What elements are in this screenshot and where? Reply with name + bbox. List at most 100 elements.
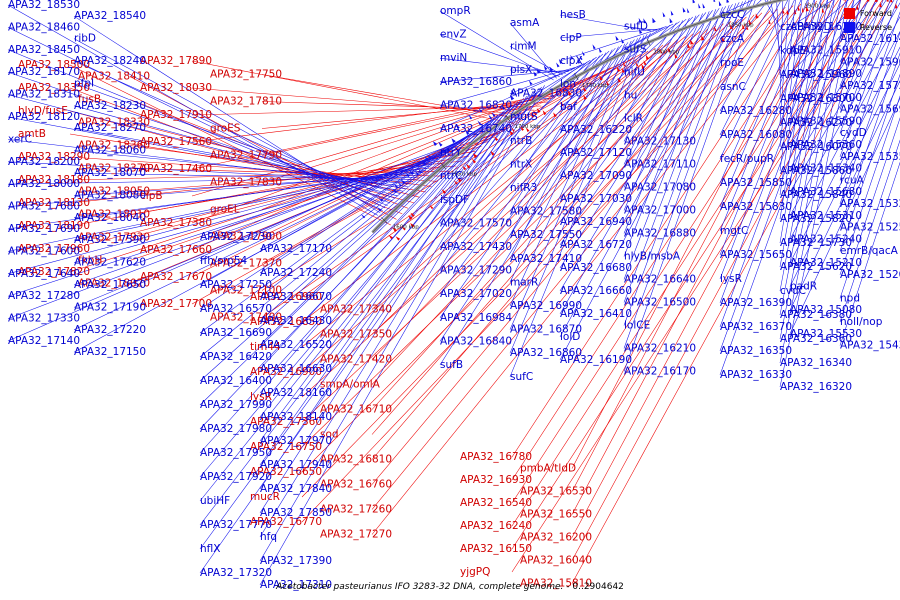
- reverse-gene: [579, 55, 583, 61]
- gene-label: APA32_18070: [74, 167, 146, 179]
- gene-label: npd: [840, 292, 860, 304]
- leader-line: [191, 97, 556, 143]
- leader-line: [199, 137, 467, 262]
- gene-label: APA32_17320: [200, 567, 272, 579]
- gene-label: APA32_17380: [140, 217, 212, 229]
- leader-line: [509, 55, 600, 189]
- forward-gene: [801, 7, 804, 13]
- forward-gene: [511, 126, 515, 132]
- gene-label: ntrB: [510, 135, 532, 147]
- reverse-gene: [528, 80, 533, 86]
- gene-label: APA32_17340: [320, 304, 392, 316]
- leader-line: [191, 81, 584, 197]
- leader-line: [789, 97, 900, 334]
- reverse-gene: [438, 141, 443, 147]
- gene-label: APA32_17370: [210, 258, 282, 270]
- gene-label: APA32_17900: [210, 231, 282, 243]
- leader-line: [439, 47, 616, 248]
- leader-line: [719, 0, 848, 352]
- leader-line: [559, 0, 747, 338]
- leader-line: [509, 22, 557, 79]
- leader-line: [439, 50, 610, 224]
- forward-gene: [560, 101, 565, 107]
- leader-line: [199, 90, 536, 550]
- leader-line: [439, 66, 579, 106]
- gene-label: hesB: [560, 9, 586, 21]
- gene-label: APA32_18370: [78, 163, 150, 175]
- reverse-gene: [702, 3, 706, 9]
- gene-label: ispDF: [440, 194, 469, 206]
- gene-label: APA32_17640: [8, 268, 80, 280]
- gene-label: sufB: [440, 359, 463, 371]
- gene-label: APA32_15730: [780, 237, 852, 249]
- reverse-gene: [533, 71, 538, 77]
- leader-line: [7, 154, 445, 297]
- label-leader-lines: [7, 0, 900, 586]
- leader-line: [191, 89, 569, 170]
- reverse-gene: [451, 138, 456, 144]
- gene-label: APA32_17310: [260, 579, 332, 591]
- leader-line: [789, 30, 900, 240]
- leader-line: [839, 95, 900, 275]
- leader-line: [371, 18, 739, 435]
- gene-label: APA32_18170: [8, 66, 80, 78]
- forward-gene: [583, 94, 587, 100]
- leader-line: [69, 110, 414, 203]
- gene-label: APA32_15720: [840, 80, 900, 92]
- gene-label: APA32_17950: [200, 447, 272, 459]
- reverse-gene: [598, 47, 602, 53]
- leader-line: [511, 0, 839, 504]
- leader-line: [571, 0, 862, 538]
- leader-line: [623, 5, 730, 280]
- forward-gene: [466, 163, 471, 169]
- gene-label: hflX: [200, 543, 220, 555]
- gene-label: APA32_16900: [250, 366, 322, 378]
- gene-label: APA32_17080: [624, 182, 696, 194]
- leader-line: [559, 10, 713, 223]
- forward-gene: [533, 110, 537, 116]
- gene-label: kdpE: [780, 45, 806, 57]
- leader-line: [559, 21, 680, 108]
- gene-label: APA32_16200: [520, 532, 592, 544]
- leader-line: [259, 131, 476, 298]
- gene-label: APA32_17790: [210, 150, 282, 162]
- gene-label: APA32_18040: [74, 212, 146, 224]
- leader-line: [509, 49, 613, 236]
- leader-line: [839, 73, 900, 252]
- forward-gene: [410, 222, 415, 228]
- gene-label: APA32_17030: [560, 193, 632, 205]
- forward-gene: [645, 54, 650, 60]
- leader-line: [199, 120, 490, 358]
- gene-label: APA32_17460: [140, 163, 212, 175]
- gene-label: APA32_16670: [260, 291, 332, 303]
- gene-label: APA32_16420: [200, 351, 272, 363]
- reverse-gene: [686, 7, 690, 13]
- gene-label: amtB: [18, 128, 46, 140]
- gene-label: APA32_16810: [320, 454, 392, 466]
- gene-label: APA32_17590: [74, 234, 146, 246]
- gene-label: APA32_17570: [440, 217, 512, 229]
- leader-line: [7, 145, 456, 342]
- reverse-gene: [621, 38, 625, 44]
- scale-tick: [381, 217, 388, 224]
- leader-line: [719, 0, 795, 160]
- gene-label: smpA/omlA: [320, 379, 381, 391]
- leader-line: [559, 14, 700, 177]
- gene-label: APA32_15700: [790, 92, 862, 104]
- gene-label: APA32_17150: [74, 346, 146, 358]
- forward-gene: [690, 39, 694, 45]
- gene-label: envZ: [440, 29, 467, 41]
- leader-line: [559, 12, 707, 200]
- reverse-gene: [424, 156, 430, 162]
- gene-label: APA32_17290: [440, 265, 512, 277]
- gene-label: rcuA: [840, 174, 865, 186]
- gene-label: APA32_17230: [200, 231, 272, 243]
- gene-label: asnC: [720, 81, 746, 93]
- reverse-gene: [682, 7, 686, 13]
- gene-label: APA32_17580: [510, 206, 582, 218]
- reverse-gene: [718, 0, 722, 6]
- gene-label: clpB: [140, 190, 163, 202]
- gene-label: APA32_15650: [720, 249, 792, 261]
- forward-gene: [730, 24, 733, 30]
- forward-gene: [462, 165, 467, 171]
